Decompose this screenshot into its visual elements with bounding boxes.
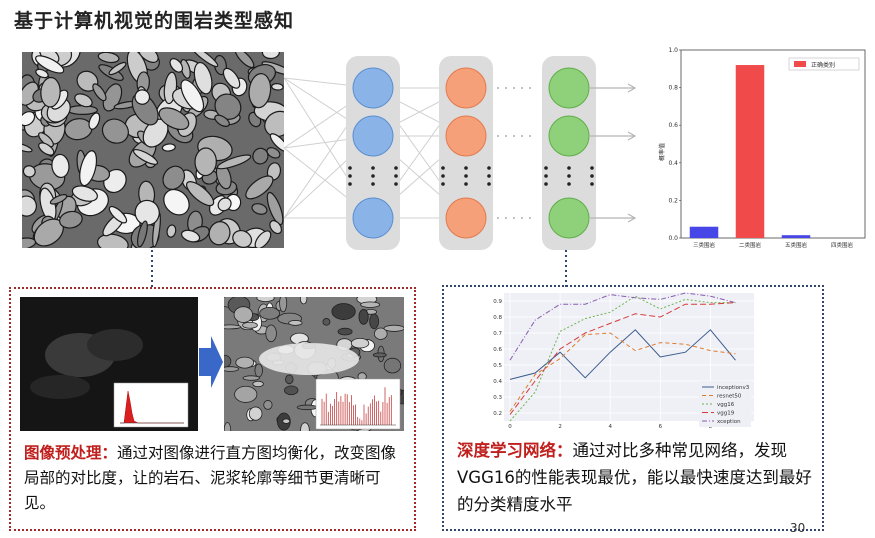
line-ytick-label: 0.2: [493, 411, 502, 417]
input-node-3: [352, 197, 394, 239]
input-node-2: [352, 115, 394, 157]
line-inceptionv3: [509, 329, 736, 380]
bar-3: [781, 235, 811, 238]
line-ytick-label: 0.9: [493, 299, 502, 305]
bar-legend-box: [788, 57, 860, 71]
neural-network-diagram: [284, 56, 637, 250]
bar-xtick-label: 三类围岩: [693, 241, 716, 249]
bar-xtick-label: 四类围岩: [831, 241, 854, 249]
hidden-node-1: [445, 67, 487, 109]
line-ytick-label: 0.3: [493, 395, 502, 401]
arrow-right-icon: [199, 336, 223, 388]
bar-ytick-label: 0.6: [668, 122, 678, 129]
hidden-node-2: [445, 115, 487, 157]
bar-ytick-label: 1.0: [668, 47, 678, 54]
deep-learning-box: [442, 285, 824, 531]
hidden-node-3: [445, 197, 487, 239]
preprocessing-box: [9, 287, 416, 531]
line-ytick-label: 0.6: [493, 347, 502, 353]
bar-ytick-label: 0.2: [668, 197, 678, 204]
probability-bar-chart: 0.0 0.2 0.4 0.6 0.8 1.0 三类围岩 二类围岩 五类围岩 四类围岩 正确类别…: [658, 47, 866, 249]
original-image: [20, 297, 198, 431]
line-legend-label: xception: [717, 419, 741, 425]
line-xtick-label: 2: [558, 424, 562, 430]
bar-ylabel: 概率值: [658, 143, 666, 161]
bar-xtick-label: 五类围岩: [785, 241, 808, 249]
line-xception: [509, 292, 736, 361]
bar-legend-swatch: [794, 61, 806, 67]
bar-chart-frame: [680, 49, 866, 239]
line-xtick-label: 4: [608, 424, 612, 430]
bar-ytick-label: 0.0: [668, 235, 678, 242]
deep-learning-text: 通过对比多种常见网络，发现VGG16的性能表现最优，能以最快速度达到最好的分类精…: [457, 441, 812, 514]
line-legend-label: vgg19: [717, 411, 735, 417]
preprocessing-text: 通过对图像进行直方图均衡化，改变图像局部的对比度，让的岩石、泥浆轮廓等细节更清晰…: [24, 444, 397, 512]
preprocessing-caption: 图像预处理：通过对图像进行直方图均衡化，改变图像局部的对比度，让的岩石、泥浆轮廓…: [24, 441, 404, 516]
line-ytick-label: 0.5: [493, 363, 502, 369]
bar-1: [689, 226, 719, 238]
line-resnet50: [509, 332, 736, 412]
preprocessing-keyword: 图像预处理：: [24, 444, 118, 462]
output-node-1: [548, 67, 590, 109]
line-legend-label: resnet50: [717, 394, 742, 400]
bar-2: [735, 65, 765, 238]
line-legend-label: vgg16: [717, 402, 735, 408]
page-title: 基于计算机视觉的围岩类型感知: [14, 10, 295, 32]
page-number: 30: [790, 521, 806, 535]
line-ytick-label: 0.7: [493, 331, 502, 337]
bar-ytick-label: 0.8: [668, 85, 678, 92]
line-xtick-label: 0: [508, 424, 512, 430]
input-node-1: [352, 67, 394, 109]
line-xtick-label: 6: [659, 424, 663, 430]
line-legend-label: inceptionv3: [717, 385, 750, 391]
deep-learning-caption: 深度学习网络：通过对比多种常见网络，发现VGG16的性能表现最优，能以最快速度达…: [457, 437, 817, 518]
line-vgg16: [509, 295, 736, 422]
bar-xtick-label: 二类围岩: [739, 241, 762, 249]
line-ytick-label: 0.4: [493, 379, 502, 385]
output-node-3: [548, 197, 590, 239]
accuracy-line-chart: 0.20.30.40.50.60.70.80.9 02468 inception…: [493, 292, 754, 430]
bar-legend-label: 正确类别: [811, 61, 835, 69]
bar-ytick-label: 0.4: [668, 160, 678, 167]
equalized-image: [224, 297, 404, 431]
deep-learning-keyword: 深度学习网络：: [457, 441, 573, 460]
output-node-2: [548, 115, 590, 157]
line-ytick-label: 0.8: [493, 315, 502, 321]
rock-image: [22, 52, 284, 248]
